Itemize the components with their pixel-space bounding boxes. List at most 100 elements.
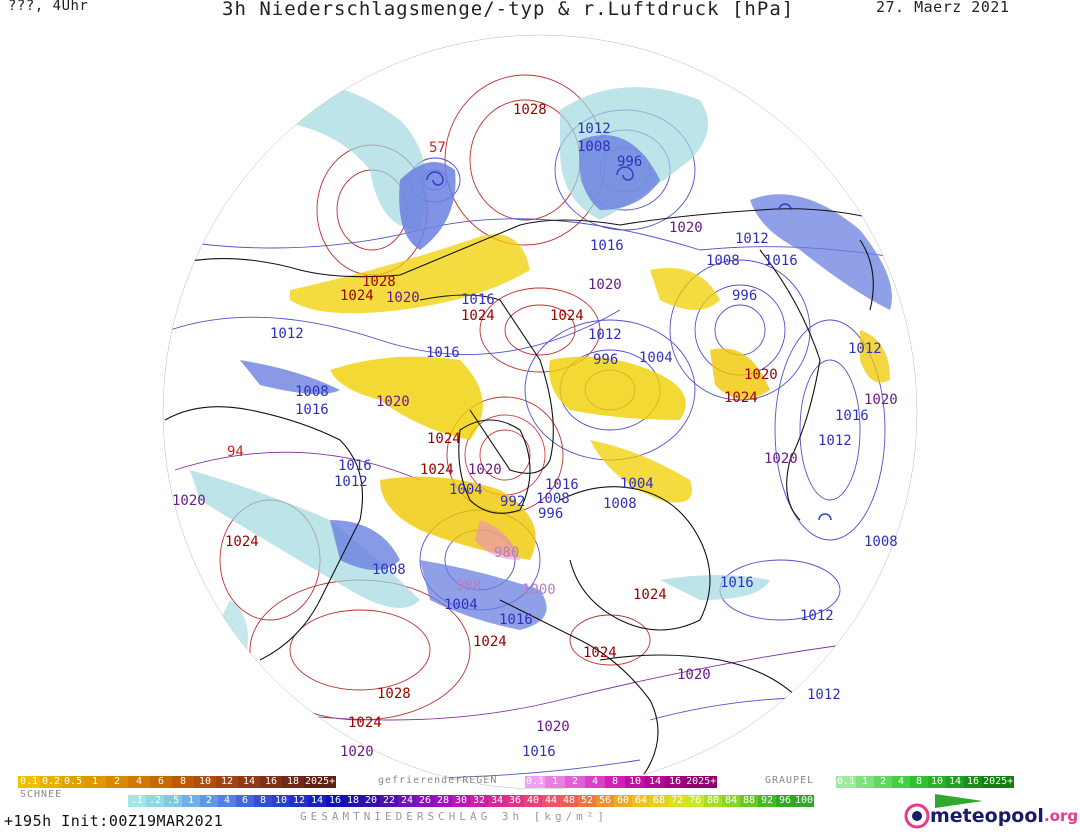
legend-swatch: 1 [856, 776, 875, 788]
pressure-label: 1008 [603, 496, 637, 512]
legend-swatch: 0.1 [836, 776, 857, 788]
pressure-label: 1020 [386, 290, 420, 306]
legend-swatch: 2025+ [685, 776, 718, 788]
legend-swatch: 14 [946, 776, 965, 788]
legend-swatch: 14 [308, 795, 326, 807]
legend-swatch: 32 [470, 795, 488, 807]
init-time-label: +195h Init:00Z19MAR2021 [4, 812, 224, 830]
pressure-label: 1024 [340, 288, 374, 304]
pressure-label: 1012 [588, 327, 622, 343]
pressure-label: 1012 [800, 608, 834, 624]
legend-swatch: 4 [218, 795, 236, 807]
legend-swatch: 16 [260, 776, 282, 788]
legend-swatch: 60 [614, 795, 632, 807]
legend-swatch: 4 [128, 776, 150, 788]
pressure-label: 1012 [818, 433, 852, 449]
legend-swatch: 10 [928, 776, 947, 788]
legend-swatch: 10 [272, 795, 290, 807]
legend-swatch: 14 [645, 776, 666, 788]
pressure-label: 1004 [449, 482, 483, 498]
pressure-label: 1028 [362, 274, 396, 290]
legend-swatch: 12 [290, 795, 308, 807]
pressure-label: 1020 [340, 744, 374, 760]
pressure-label: 1004 [444, 597, 478, 613]
pressure-label: 1024 [550, 308, 584, 324]
legend-swatch: 0.2 [40, 776, 62, 788]
legend-swatch: 0.5 [62, 776, 84, 788]
legend-swatch: 56 [596, 795, 614, 807]
pressure-label: 1016 [720, 575, 754, 591]
legend-swatch: 4 [892, 776, 911, 788]
legend-swatch: 1 [545, 776, 566, 788]
pressure-label: 1008 [706, 253, 740, 269]
meteopool-logo[interactable]: meteopool .org [904, 803, 1078, 829]
legend-swatch: 6 [236, 795, 254, 807]
pressure-label: 992 [500, 494, 525, 510]
pressure-label: 1020 [764, 451, 798, 467]
pressure-label: 1024 [348, 715, 382, 731]
low-pressure-swirls [426, 166, 832, 521]
pressure-label: 996 [593, 352, 618, 368]
legend-swatch: 20 [362, 795, 380, 807]
legend-swatch: 16 [964, 776, 983, 788]
legend-swatch: 14 [238, 776, 260, 788]
legend-swatch: 22 [380, 795, 398, 807]
legend-swatch: .2 [146, 795, 164, 807]
precipitation-areas [190, 82, 892, 680]
legend-swatch: 92 [758, 795, 776, 807]
legend-swatch: 52 [578, 795, 596, 807]
legend-total-label: GESAMTNIEDERSCHLAG 3h [kg/m²] [300, 810, 609, 823]
legend-arrow [935, 794, 983, 808]
pressure-label: 1020 [588, 277, 622, 293]
legend-swatch: 48 [560, 795, 578, 807]
legend-swatch: 1 [84, 776, 106, 788]
pressure-label: 1020 [864, 392, 898, 408]
pressure-label: 1012 [848, 341, 882, 357]
legend-swatch: 100 [794, 795, 815, 807]
legend-swatch: 2025+ [304, 776, 337, 788]
pressure-label: 1024 [724, 390, 758, 406]
coastlines [164, 208, 916, 781]
pressure-label: 1012 [270, 326, 304, 342]
pressure-label: 1008 [864, 534, 898, 550]
pressure-label: 1024 [583, 645, 617, 661]
pressure-label: 996 [538, 506, 563, 522]
pressure-label: 1020 [669, 220, 703, 236]
pressure-label: 1016 [764, 253, 798, 269]
pressure-label: 1008 [295, 384, 329, 400]
legend-swatch: 6 [150, 776, 172, 788]
legend-swatch: 28 [434, 795, 452, 807]
small-mark-1: 57 [429, 140, 446, 156]
legend-swatch: 64 [632, 795, 650, 807]
pressure-label: 1024 [461, 308, 495, 324]
pressure-label: 1020 [677, 667, 711, 683]
pressure-label: 1028 [377, 686, 411, 702]
pressure-label: 1024 [420, 462, 454, 478]
pressure-label: 1016 [545, 477, 579, 493]
pressure-label: 1008 [372, 562, 406, 578]
pressure-label: 1016 [295, 402, 329, 418]
legend-swatch: 2025+ [982, 776, 1015, 788]
legend-swatch: 2 [106, 776, 128, 788]
legend-swatch: 26 [416, 795, 434, 807]
legend-swatch: .5 [164, 795, 182, 807]
legend-swatch: 84 [722, 795, 740, 807]
legend-snow-label: SCHNEE [20, 789, 63, 800]
legend-swatch: 0.1 [525, 776, 546, 788]
pressure-label: 1016 [499, 612, 533, 628]
legend-graupel-label: GRAUPEL [765, 775, 815, 786]
pressure-label: 1016 [461, 292, 495, 308]
legend-swatch: 18 [282, 776, 304, 788]
legend-swatch: 16 [665, 776, 686, 788]
pressure-label: 1004 [620, 476, 654, 492]
legend-freezing-rain-scale: 0.1 1 2 4 8 10 14 16 2025+ [525, 776, 718, 788]
legend-swatch: 34 [488, 795, 506, 807]
legend-swatch: 36 [506, 795, 524, 807]
legend-swatch: 8 [605, 776, 626, 788]
pressure-label: 1000 [522, 582, 556, 598]
logo-suffix-text: .org [1043, 807, 1079, 825]
pressure-label: 1020 [744, 367, 778, 383]
legend-total-scale: .1.2.5 1 2 4 6 8 10 12 14 16 18 20 22 24 26 28 30 32 34 36 4… [128, 795, 815, 807]
legend-swatch: 10 [625, 776, 646, 788]
